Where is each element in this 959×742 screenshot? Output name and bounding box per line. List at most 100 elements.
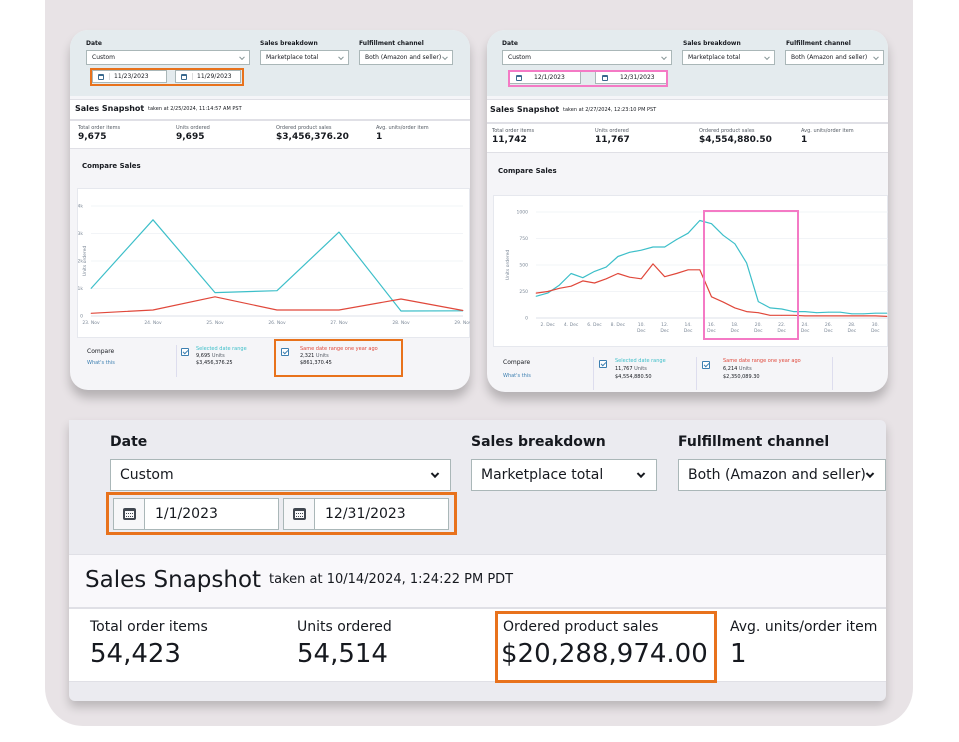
x-tick-label: 24. Nov	[144, 320, 162, 326]
data-point	[676, 273, 677, 274]
x-tick-label: 26. Nov	[268, 320, 286, 326]
data-point	[676, 239, 677, 240]
date-range-highlight	[106, 492, 457, 535]
previous-range-units: 6,214 Units	[723, 366, 752, 372]
start-date-input[interactable]: 11/23/2023	[92, 70, 167, 83]
data-point	[734, 307, 736, 309]
metric-value: 54,514	[297, 639, 388, 669]
snapshot-timestamp: taken at 10/14/2024, 1:24:22 PM PDT	[269, 572, 514, 587]
data-point	[559, 287, 560, 289]
calendar-icon	[516, 74, 522, 81]
x-tick-label: 12. Dec	[660, 322, 669, 334]
data-point	[152, 309, 154, 311]
data-point	[863, 315, 864, 317]
data-point	[851, 313, 853, 315]
x-tick-label: 22. Dec	[777, 322, 786, 334]
compare-sales-heading: Compare Sales	[82, 162, 141, 170]
data-point	[781, 314, 783, 316]
sales-breakdown-dropdown[interactable]: Marketplace total	[471, 459, 657, 491]
fulfillment-channel-dropdown[interactable]: Both (Amazon and seller)	[359, 50, 453, 65]
data-point	[594, 282, 595, 284]
selected-range-checkbox[interactable]	[181, 348, 189, 356]
previous-range-title: Same date range one year ago	[723, 358, 801, 364]
y-tick-label: 750	[519, 236, 528, 242]
data-point	[400, 298, 402, 300]
data-point	[547, 291, 549, 292]
metric-label: Total order items	[78, 125, 121, 131]
end-date-input[interactable]: 11/29/2023	[175, 70, 241, 83]
data-point	[535, 295, 537, 297]
metric-value: 11,767	[595, 135, 630, 145]
metric-label: Units ordered	[595, 128, 629, 134]
data-point	[886, 312, 888, 314]
data-point	[863, 313, 864, 315]
metric-value: 9,675	[78, 132, 107, 142]
data-point	[605, 266, 607, 268]
filter-bar: Date Custom Sales breakdown Marketplace …	[487, 30, 888, 96]
data-point	[746, 311, 747, 313]
divider	[696, 357, 697, 390]
data-point	[722, 234, 724, 236]
date-dropdown[interactable]: Custom	[110, 459, 451, 491]
metric-value: 1	[376, 132, 383, 142]
fulfillment-channel-dropdown[interactable]: Both (Amazon and seller)	[785, 50, 884, 65]
chart-svg: 0 250 500 750 1000 Units ordered 2. Dec 4. Dec 6…	[505, 210, 888, 334]
previous-range-checkbox[interactable]	[281, 348, 289, 356]
calendar-icon	[602, 74, 608, 81]
data-point	[152, 219, 154, 221]
data-point	[629, 251, 630, 253]
whats-this-link[interactable]: What's this	[503, 373, 531, 379]
metric-value: $4,554,880.50	[699, 135, 772, 145]
sales-snapshot-metrics: Total order items 54,423 Units ordered 5…	[69, 608, 886, 683]
data-point	[664, 276, 666, 278]
divider	[593, 357, 594, 390]
sales-breakdown-dropdown[interactable]: Marketplace total	[682, 50, 775, 65]
data-point	[793, 314, 794, 316]
date-dropdown[interactable]: Custom	[502, 50, 672, 65]
whats-this-link[interactable]: What's this	[87, 360, 115, 366]
data-point	[338, 309, 340, 311]
data-point	[793, 311, 794, 313]
data-point	[535, 292, 537, 294]
fulfillment-channel-label: Fulfillment channel	[678, 434, 830, 450]
data-point	[570, 273, 572, 274]
x-tick-label: 28. Dec	[848, 322, 857, 334]
previous-range-checkbox[interactable]	[702, 361, 710, 369]
chevron-down-icon	[636, 469, 646, 479]
metric-value: 1	[730, 639, 747, 669]
data-point	[652, 263, 654, 265]
metric-label: Units ordered	[297, 619, 392, 635]
end-date-input[interactable]: 12/31/2023	[283, 498, 449, 530]
selected-range-units: 11,767 Units	[615, 366, 647, 372]
y-tick-label: 2k	[78, 259, 83, 265]
date-range-highlight	[90, 68, 244, 86]
snapshot-timestamp: taken at 2/25/2024, 11:14:57 AM PST	[148, 106, 242, 112]
start-date-input[interactable]: 1/1/2023	[113, 498, 279, 530]
ordered-product-sales-highlight	[495, 611, 717, 683]
date-label: Date	[502, 40, 518, 47]
data-point	[687, 269, 689, 271]
sales-snapshot-header: Sales Snapshot taken at 10/14/2024, 1:24…	[69, 554, 886, 608]
metric-label: Total order items	[90, 619, 208, 635]
selected-range-checkbox[interactable]	[599, 360, 607, 368]
y-tick-label: 4k	[78, 204, 83, 210]
snapshot-timestamp: taken at 2/27/2024, 12:23:10 PM PST	[563, 107, 657, 113]
data-point	[804, 315, 806, 317]
chart-svg: 0 1k 2k 3k 4k Units ordered 23. Nov 24. Nov 25. …	[78, 204, 470, 327]
previous-range-units: 2,321 Units	[300, 353, 329, 359]
chevron-down-icon	[338, 53, 344, 60]
chevron-down-icon	[873, 53, 879, 60]
compare-label: Compare	[87, 348, 115, 355]
chevron-down-icon	[442, 53, 448, 60]
metric-value: $3,456,376.20	[276, 132, 349, 142]
sales-breakdown-dropdown[interactable]: Marketplace total	[260, 50, 349, 65]
data-point	[559, 284, 560, 286]
previous-range-sales: $861,370.45	[300, 360, 332, 366]
data-point	[90, 312, 92, 314]
fulfillment-channel-dropdown[interactable]: Both (Amazon and seller)	[678, 459, 886, 491]
metric-label: Avg. units/order item	[730, 619, 878, 635]
data-point	[338, 231, 340, 233]
y-axis-label: Units ordered	[82, 246, 88, 277]
date-dropdown[interactable]: Custom	[86, 50, 250, 65]
compare-sales-heading: Compare Sales	[498, 167, 557, 175]
